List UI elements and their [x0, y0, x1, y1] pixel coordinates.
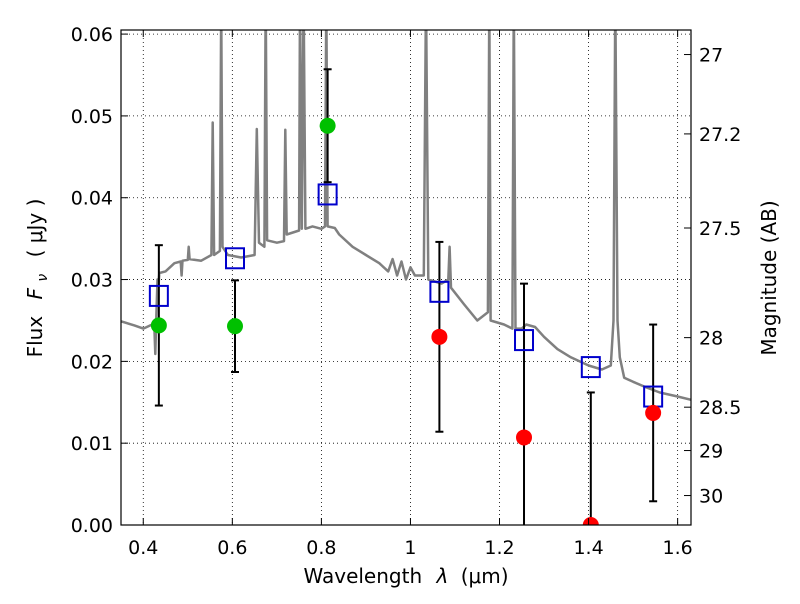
model-photometry-marker: [148, 284, 169, 307]
y-axis-ticks: 0.00 0.01 0.02 0.03 0.04 0.05 0.06: [71, 24, 128, 537]
model-photometry-marker: [225, 247, 245, 270]
x-tick-label: 1: [404, 537, 416, 559]
non-detection-point: [582, 517, 599, 525]
y-tick-label: 0.06: [71, 24, 113, 46]
y2-tick-label: 29: [699, 441, 723, 463]
model-spectrum-layer: [121, 30, 691, 402]
model-photometry-marker: [580, 356, 601, 379]
y2-tick-label: 28: [699, 328, 723, 350]
y-tick-label: 0.05: [71, 106, 113, 128]
detection-point: [150, 317, 167, 334]
x-axis-ticks: 0.4 0.6 0.8 1 1.2 1.4 1.6: [128, 30, 693, 559]
non-detection-point: [645, 404, 662, 421]
y2-axis-ticks: 27 27.2 27.5 28 28.5 29 30: [684, 45, 741, 508]
model-spectrum-line: [121, 30, 691, 402]
x-tick-label: 1.6: [663, 537, 693, 559]
x-tick-label: 1.2: [484, 537, 514, 559]
model-photometry-marker: [514, 329, 535, 352]
y-axis-label-symbol: F: [23, 287, 47, 299]
x-axis-label: Wavelength λ (μm): [303, 564, 508, 588]
marker-layer: [148, 117, 664, 525]
non-detection-point: [431, 328, 448, 345]
y2-tick-label: 27.5: [699, 218, 741, 240]
y-tick-label: 0.03: [71, 270, 113, 292]
y-tick-label: 0.01: [71, 433, 113, 455]
detection-point: [227, 318, 243, 335]
y-tick-label: 0.00: [71, 515, 113, 537]
y-tick-label: 0.02: [71, 351, 113, 373]
x-tick-label: 0.4: [128, 537, 158, 559]
y-axis-label-text: Flux: [23, 316, 47, 358]
y2-tick-label: 30: [699, 486, 723, 508]
x-axis-label-symbol: λ: [436, 564, 449, 588]
y2-tick-label: 28.5: [699, 397, 741, 419]
y-tick-label: 0.04: [71, 188, 113, 210]
non-detection-point: [516, 429, 533, 446]
x-axis-label-unit: (μm): [461, 564, 509, 588]
x-axis-label-text: Wavelength: [303, 564, 422, 588]
errorbar-layer: [154, 68, 658, 525]
model-photometry-marker: [317, 183, 338, 206]
x-tick-label: 0.8: [306, 537, 336, 559]
y-axis-label-unit: ( μJy ): [23, 199, 47, 258]
y2-tick-label: 27.2: [699, 124, 741, 146]
x-tick-label: 0.6: [217, 537, 247, 559]
model-photometry-marker: [429, 280, 450, 303]
plot-frame: [120, 29, 692, 526]
detection-point: [319, 117, 336, 134]
y-axis-label: Flux F ν ( μJy ): [23, 199, 52, 358]
y2-axis-label: Magnitude (AB): [757, 200, 781, 355]
y2-tick-label: 27: [699, 45, 723, 67]
x-tick-label: 1.4: [573, 537, 603, 559]
y-axis-label-subscript: ν: [35, 274, 51, 282]
